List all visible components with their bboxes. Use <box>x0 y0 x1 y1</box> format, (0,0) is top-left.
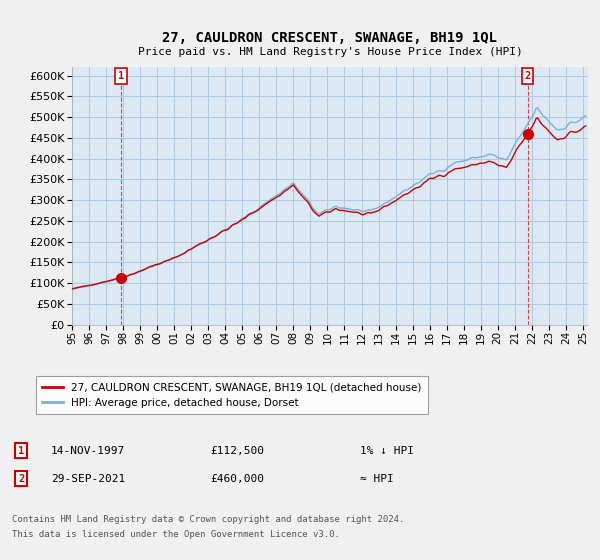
Text: This data is licensed under the Open Government Licence v3.0.: This data is licensed under the Open Gov… <box>12 530 340 539</box>
Text: 1: 1 <box>18 446 24 456</box>
Text: Price paid vs. HM Land Registry's House Price Index (HPI): Price paid vs. HM Land Registry's House … <box>137 47 523 57</box>
Text: ≈ HPI: ≈ HPI <box>360 474 394 484</box>
Text: 29-SEP-2021: 29-SEP-2021 <box>51 474 125 484</box>
Legend: 27, CAULDRON CRESCENT, SWANAGE, BH19 1QL (detached house), HPI: Average price, d: 27, CAULDRON CRESCENT, SWANAGE, BH19 1QL… <box>36 376 428 414</box>
Text: £460,000: £460,000 <box>210 474 264 484</box>
Text: Contains HM Land Registry data © Crown copyright and database right 2024.: Contains HM Land Registry data © Crown c… <box>12 515 404 524</box>
Text: 1: 1 <box>118 71 124 81</box>
Text: 2: 2 <box>18 474 24 484</box>
Text: 14-NOV-1997: 14-NOV-1997 <box>51 446 125 456</box>
Text: £112,500: £112,500 <box>210 446 264 456</box>
Text: 1% ↓ HPI: 1% ↓ HPI <box>360 446 414 456</box>
Title: 27, CAULDRON CRESCENT, SWANAGE, BH19 1QL: 27, CAULDRON CRESCENT, SWANAGE, BH19 1QL <box>163 31 497 45</box>
Text: 2: 2 <box>524 71 530 81</box>
